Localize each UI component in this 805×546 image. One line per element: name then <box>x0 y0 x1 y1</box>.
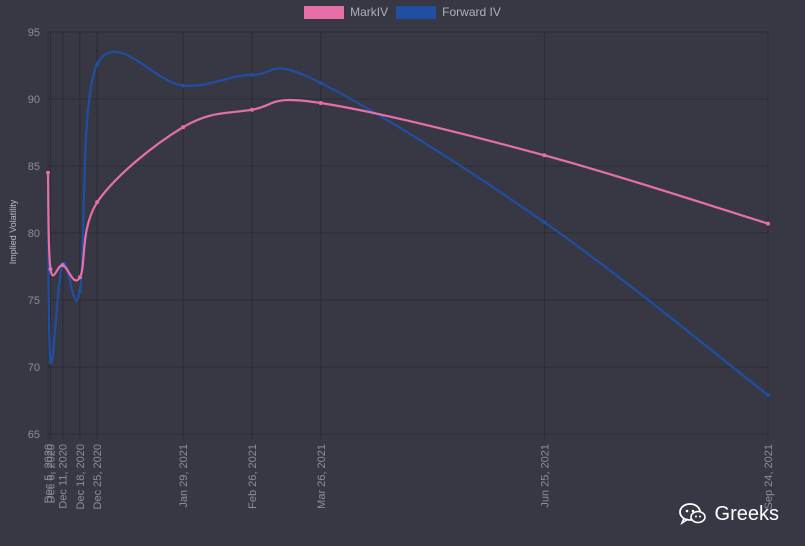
data-point[interactable] <box>48 267 53 272</box>
data-point[interactable] <box>249 72 254 77</box>
legend-swatch <box>304 5 345 19</box>
legend-item[interactable]: MarkIV <box>304 5 388 19</box>
data-point[interactable] <box>766 221 770 226</box>
legend[interactable]: MarkIV Forward IV <box>0 5 805 19</box>
data-point[interactable] <box>249 107 254 112</box>
data-point[interactable] <box>181 83 186 88</box>
data-point[interactable] <box>48 359 53 364</box>
data-point[interactable] <box>77 288 82 293</box>
series-line-0 <box>46 98 769 282</box>
data-point[interactable] <box>766 393 770 398</box>
x-tick-label: Dec 5, 2020 <box>43 444 55 503</box>
wechat-icon <box>678 503 706 526</box>
x-tick-label: Dec 25, 2020 <box>92 444 104 509</box>
data-point[interactable] <box>318 80 323 85</box>
data-point[interactable] <box>77 275 82 280</box>
legend-label: Forward IV <box>442 5 501 19</box>
y-tick-label: 85 <box>28 161 40 173</box>
legend-label: MarkIV <box>350 5 389 19</box>
legend-swatch <box>396 5 437 19</box>
grid-lines <box>47 31 769 440</box>
data-point[interactable] <box>318 101 323 106</box>
series-lines <box>46 50 769 397</box>
series-line-1 <box>46 50 769 397</box>
x-tick-label: Sep 24, 2021 <box>763 444 775 509</box>
series-points <box>46 62 770 398</box>
y-tick-label: 95 <box>28 27 40 39</box>
y-tick-label: 90 <box>28 94 40 106</box>
data-point[interactable] <box>46 170 50 175</box>
x-tick-label: Feb 26, 2021 <box>247 444 259 509</box>
data-point[interactable] <box>95 200 100 205</box>
x-tick-label: Mar 26, 2021 <box>316 444 328 509</box>
x-tick-label: Dec 18, 2020 <box>75 444 87 509</box>
data-point[interactable] <box>542 153 547 158</box>
data-point[interactable] <box>95 62 100 67</box>
y-axis-label: Implied Volatility <box>8 199 18 264</box>
legend-item[interactable]: Forward IV <box>396 5 501 19</box>
y-tick-label: 80 <box>28 228 40 240</box>
data-point[interactable] <box>60 263 65 268</box>
watermark: Greeks <box>678 502 779 526</box>
y-tick-label: 65 <box>28 429 40 441</box>
data-point[interactable] <box>181 125 186 130</box>
data-point[interactable] <box>542 220 547 225</box>
x-tick-label: Jan 29, 2021 <box>178 444 190 508</box>
y-tick-label: 70 <box>28 362 40 374</box>
x-tick-label: Dec 11, 2020 <box>58 444 70 509</box>
x-tick-label: Dec 6, 2020 <box>45 444 57 503</box>
watermark-text: Greeks <box>714 502 779 525</box>
x-tick-label: Jun 25, 2021 <box>539 444 551 508</box>
y-tick-label: 75 <box>28 295 40 307</box>
y-axis: 65 70 75 80 85 90 95 <box>28 27 40 441</box>
